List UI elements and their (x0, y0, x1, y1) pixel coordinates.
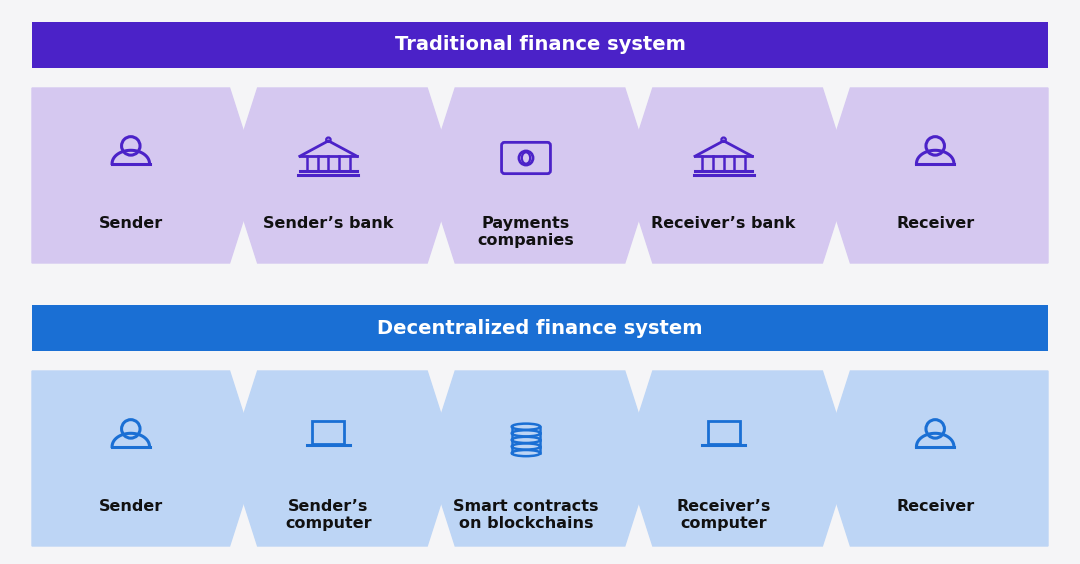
FancyBboxPatch shape (32, 305, 1048, 351)
Bar (707, 421, 740, 444)
Text: Receiver: Receiver (896, 499, 974, 514)
Text: Decentralized finance system: Decentralized finance system (377, 319, 703, 337)
Text: Smart contracts
on blockchains: Smart contracts on blockchains (454, 499, 598, 531)
FancyBboxPatch shape (32, 22, 1048, 68)
Polygon shape (625, 371, 850, 546)
Text: Receiver: Receiver (896, 216, 974, 231)
Text: Receiver’s bank: Receiver’s bank (651, 216, 796, 231)
Text: Traditional finance system: Traditional finance system (394, 36, 686, 55)
Text: Sender’s
computer: Sender’s computer (285, 499, 372, 531)
Polygon shape (428, 371, 652, 546)
Polygon shape (230, 88, 455, 263)
Polygon shape (230, 371, 455, 546)
Text: Sender: Sender (98, 499, 163, 514)
Polygon shape (428, 88, 652, 263)
Text: Payments
companies: Payments companies (477, 216, 575, 248)
Bar (312, 421, 345, 444)
Polygon shape (822, 88, 1048, 263)
Text: Sender: Sender (98, 216, 163, 231)
Polygon shape (822, 371, 1048, 546)
Text: Receiver’s
computer: Receiver’s computer (676, 499, 771, 531)
Text: Sender’s bank: Sender’s bank (264, 216, 393, 231)
Polygon shape (32, 371, 258, 546)
Polygon shape (625, 88, 850, 263)
Polygon shape (32, 88, 258, 263)
